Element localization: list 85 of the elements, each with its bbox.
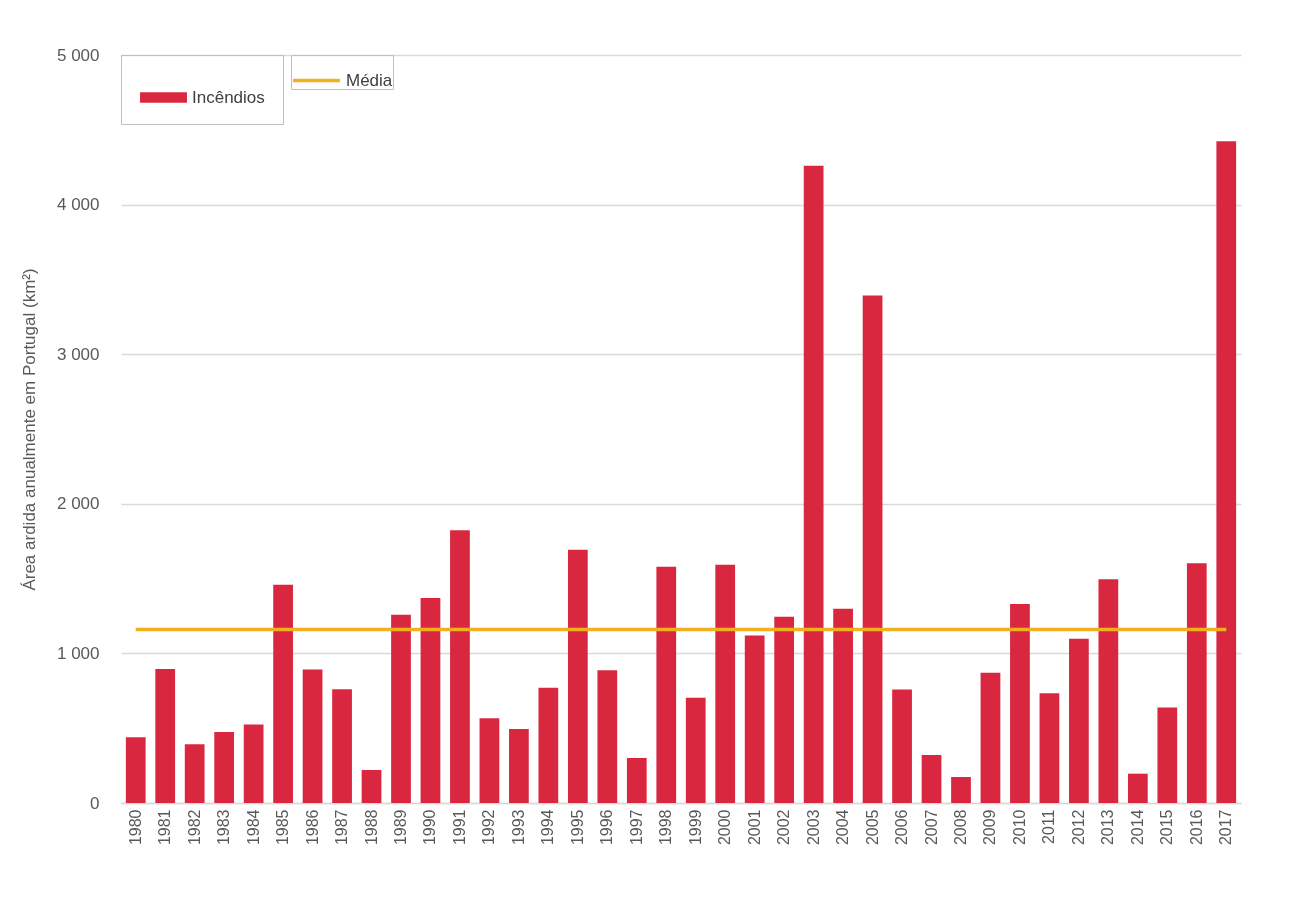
bar [715, 564, 736, 803]
x-tick-label: 2004 [834, 809, 852, 846]
x-tick-label: 2011 [1040, 809, 1058, 844]
bar [1069, 638, 1089, 803]
x-tick-label: 1985 [274, 809, 292, 846]
y-tick-label: 0 [90, 793, 100, 813]
x-tick-label: 1987 [333, 809, 351, 846]
bar [243, 724, 264, 803]
bar [921, 754, 942, 803]
bar [1127, 773, 1148, 803]
bar [951, 776, 971, 803]
x-tick-label: 1992 [480, 809, 498, 846]
x-tick-label: 2001 [745, 809, 763, 846]
bar [155, 669, 176, 803]
bar [980, 672, 1001, 803]
y-tick-label: 2 000 [56, 494, 100, 514]
bar [125, 737, 146, 803]
x-tick-label: 1995 [568, 809, 586, 846]
x-tick-label: 2010 [1010, 809, 1028, 846]
x-tick-label: 2006 [893, 809, 911, 846]
x-tick-label: 2013 [1099, 809, 1117, 846]
x-tick-label: 1994 [539, 809, 557, 846]
x-tick-label: 1998 [657, 809, 675, 846]
y-tick-label: 4 000 [56, 195, 100, 215]
x-tick-label: 2008 [952, 809, 969, 846]
bar [597, 670, 618, 803]
x-tick-label: 1991 [450, 809, 468, 846]
bar [1216, 141, 1237, 803]
legend-label: Incêndios [192, 87, 265, 107]
bar [361, 769, 382, 803]
x-tick-label: 1986 [303, 809, 321, 846]
x-tick-label: 1981 [156, 809, 174, 846]
bar [803, 165, 824, 803]
bar [1098, 579, 1119, 803]
bar [273, 584, 293, 803]
x-tick-label: 1999 [686, 809, 704, 846]
x-tick-label: 2015 [1158, 809, 1176, 846]
bar [302, 669, 323, 803]
bar [567, 549, 588, 803]
bar [1186, 563, 1207, 803]
x-tick-label: 1984 [244, 809, 262, 846]
bar [479, 718, 500, 803]
bar [833, 608, 853, 803]
bar [1157, 707, 1178, 803]
x-tick-label: 2017 [1217, 809, 1235, 846]
bar [744, 635, 765, 803]
x-tick-label: 2012 [1069, 809, 1087, 846]
y-tick-label: 3 000 [56, 344, 100, 364]
x-tick-label: 1993 [509, 809, 527, 846]
bar [774, 616, 795, 803]
bar [391, 614, 411, 803]
x-tick-label: 2002 [775, 809, 793, 846]
x-tick-label: 1990 [421, 809, 439, 846]
bar [214, 731, 235, 803]
bar [1010, 604, 1030, 803]
y-tick-label: 5 000 [56, 45, 100, 65]
x-tick-label: 1980 [126, 809, 144, 846]
x-tick-label: 1989 [392, 809, 409, 846]
legend-label: Média [346, 70, 393, 90]
y-axis-title: Área ardida anualmente em Portugal (km²) [19, 268, 39, 591]
x-tick-label: 1982 [185, 809, 203, 846]
bar [685, 697, 706, 803]
x-tick-label: 2014 [1128, 809, 1146, 846]
bar [184, 744, 205, 803]
x-tick-label: 1983 [215, 809, 233, 846]
x-tick-label: 1996 [598, 809, 616, 846]
bar [420, 598, 441, 803]
x-tick-label: 2005 [863, 809, 881, 846]
bar [538, 687, 559, 803]
bar [509, 728, 529, 803]
x-tick-label: 2007 [922, 809, 940, 846]
bar [450, 530, 470, 803]
x-tick-label: 2009 [981, 809, 999, 846]
bar [1039, 693, 1060, 803]
x-tick-label: 2000 [716, 809, 734, 846]
x-tick-label: 2016 [1187, 809, 1205, 846]
bar [626, 757, 647, 803]
y-tick-label: 1 000 [56, 643, 100, 663]
bar [862, 295, 883, 803]
x-tick-label: 1988 [362, 809, 380, 846]
bar [332, 689, 352, 803]
x-tick-label: 1997 [627, 809, 645, 846]
bar [892, 689, 912, 803]
x-tick-label: 2003 [804, 809, 822, 846]
bar [656, 566, 677, 803]
